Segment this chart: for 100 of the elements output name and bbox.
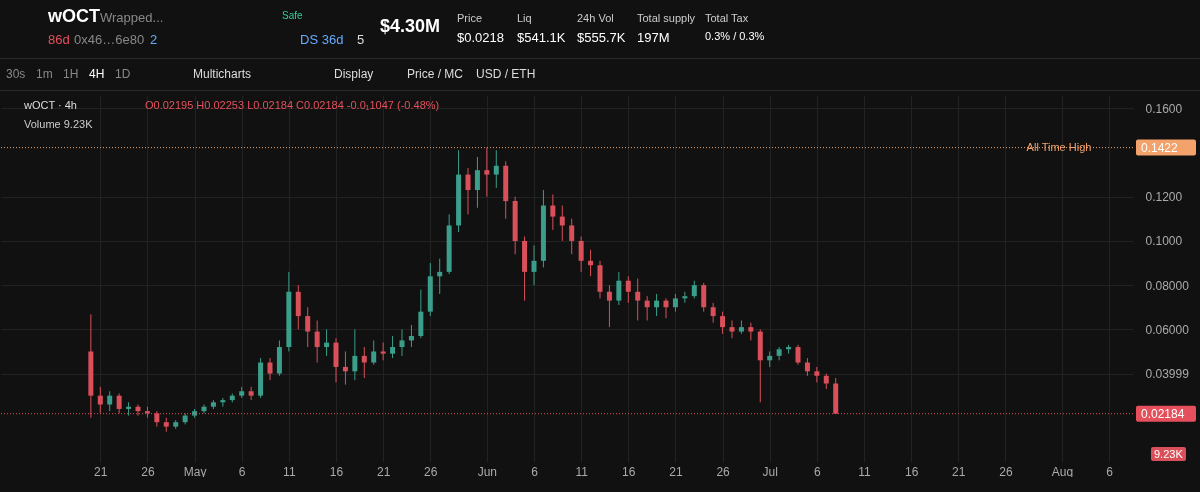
y-tick-label: 0.1600	[1145, 101, 1183, 116]
text: 9.23K	[1151, 447, 1186, 461]
candlestick	[314, 320, 320, 364]
candlestick	[267, 357, 273, 381]
candlestick	[371, 339, 377, 366]
candlestick	[390, 335, 396, 359]
x-tick-label: 11	[575, 464, 589, 479]
candlestick	[795, 344, 801, 366]
annotation: Volume 9.23K	[24, 118, 93, 130]
text: 1H	[63, 67, 79, 81]
text: Wrapped...	[100, 10, 164, 25]
candlestick	[701, 282, 707, 313]
text: 0.02184	[1141, 406, 1185, 421]
y-tick-label: 0.06000	[1145, 322, 1190, 337]
text: $555.7K	[577, 30, 626, 45]
candlestick	[126, 401, 132, 417]
text: 1m	[36, 67, 53, 81]
text: 0.3% / 0.3%	[705, 30, 765, 42]
text: DS 36d	[300, 32, 344, 47]
candlestick	[550, 193, 556, 231]
x-tick-label: 26	[999, 464, 1013, 479]
text: Total supply	[637, 12, 696, 24]
chart-title: wOCT	[48, 6, 100, 27]
candlestick	[569, 218, 575, 255]
text: Multicharts	[193, 67, 252, 81]
candlestick	[305, 306, 311, 348]
candlestick	[248, 386, 254, 401]
candlestick	[644, 295, 650, 322]
candlestick	[814, 366, 820, 383]
x-tick-label: 16	[622, 464, 636, 479]
text: Price	[457, 12, 483, 24]
x-tick-label: Jul	[762, 464, 778, 479]
candlestick	[588, 249, 594, 277]
text: 197M	[637, 30, 670, 45]
candlestick	[437, 258, 443, 295]
text: Price / MC	[407, 67, 464, 81]
ref-line-label: All Time High	[1026, 140, 1092, 153]
text: 0x46…6e80	[74, 32, 145, 47]
x-tick-label: 11	[283, 464, 296, 479]
candlestick	[474, 156, 480, 209]
candlestick	[352, 328, 358, 381]
y-tick-label: 0.08000	[1145, 278, 1190, 293]
candlestick	[578, 235, 584, 273]
x-tick-label: 26	[716, 464, 731, 479]
x-tick-label: 16	[329, 464, 344, 479]
text: 1D	[115, 67, 131, 81]
candlestick	[484, 147, 490, 198]
y-tick-label: 0.1200	[1145, 190, 1183, 205]
y-tick-label: 0.1000	[1145, 234, 1183, 249]
candlestick	[220, 397, 226, 408]
x-tick-label: 26	[141, 464, 155, 479]
candlestick	[361, 346, 367, 379]
candlestick	[720, 311, 726, 335]
candlestick	[107, 390, 113, 412]
candlestick	[399, 328, 405, 357]
candlestick	[342, 350, 348, 386]
x-tick-label: 6	[238, 464, 246, 479]
text: Safe	[282, 10, 303, 21]
candlestick	[465, 167, 471, 215]
candlestick	[776, 346, 782, 361]
x-tick-label: 21	[669, 464, 683, 479]
y-tick-label: 0.03999	[1145, 367, 1190, 382]
x-tick-label: 6	[531, 464, 539, 479]
text: $4.30M	[380, 16, 441, 37]
candlestick	[493, 149, 499, 189]
x-tick-label: 6	[1106, 464, 1114, 479]
x-tick-label: Jun	[477, 464, 498, 479]
candlestick	[559, 205, 565, 242]
text: 30s	[6, 67, 26, 81]
text: 86d	[48, 32, 70, 47]
candlestick	[635, 278, 641, 322]
text: $541.1K	[517, 30, 566, 45]
x-tick-label: 21	[952, 464, 966, 479]
candlestick	[663, 297, 669, 319]
text: Liq	[517, 12, 532, 24]
candlestick	[748, 322, 754, 341]
candlestick	[380, 342, 386, 361]
annotation: O0.02195 H0.02253 L0.02184 C0.02184 -0.0₁1047 (-0.48%)	[145, 99, 440, 111]
candlestick	[606, 284, 612, 328]
x-tick-label: 21	[376, 464, 391, 479]
text: $0.0218	[457, 30, 504, 45]
x-tick-label: 11	[858, 464, 872, 479]
text: 2	[150, 32, 158, 47]
text: Total Tax	[705, 12, 749, 24]
x-tick-label: 6	[814, 464, 822, 479]
candlestick	[616, 271, 622, 306]
candlestick	[531, 244, 537, 286]
candlestick	[682, 291, 688, 304]
text: 0.1422	[1141, 140, 1179, 155]
candlestick	[710, 302, 716, 324]
text: USD / ETH	[476, 67, 536, 81]
x-tick-label: 16	[904, 464, 919, 479]
text: Display	[334, 67, 374, 81]
chart-subtitle: wOCT · 4h	[24, 99, 77, 111]
text: 24h Vol	[577, 12, 614, 24]
candlestick	[625, 275, 631, 304]
x-tick-label: 26	[424, 464, 438, 479]
candlestick	[324, 328, 330, 357]
candlestick	[654, 293, 660, 317]
text: 5	[357, 32, 365, 47]
